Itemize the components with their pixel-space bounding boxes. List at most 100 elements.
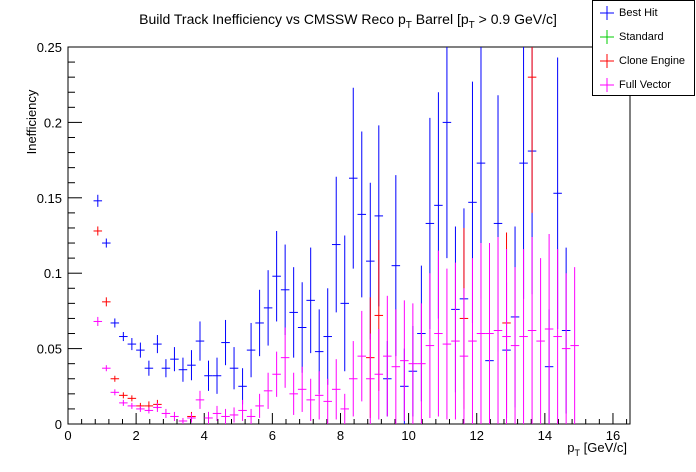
y-tick-label: 0.15 xyxy=(37,191,62,206)
series-best-hit xyxy=(93,47,571,424)
data-point xyxy=(187,413,196,423)
y-tick-label: 0.05 xyxy=(37,342,62,357)
data-point xyxy=(170,347,179,372)
data-point xyxy=(153,402,162,412)
data-point xyxy=(297,366,307,412)
series-clone-engine xyxy=(93,47,537,421)
data-point xyxy=(212,357,222,394)
y-tick-label: 0.1 xyxy=(44,266,62,281)
data-point xyxy=(323,378,332,424)
data-point xyxy=(527,237,537,424)
plot-frame xyxy=(67,46,631,425)
legend-label: Standard xyxy=(619,31,664,43)
data-point xyxy=(391,309,401,424)
data-point xyxy=(331,359,341,420)
data-point xyxy=(204,411,213,424)
data-point xyxy=(246,408,256,424)
series-full-vector xyxy=(93,233,579,424)
data-point xyxy=(502,249,511,424)
data-point xyxy=(161,359,171,378)
legend-marker-icon xyxy=(600,54,614,68)
data-point xyxy=(255,393,264,418)
data-point xyxy=(289,372,298,415)
legend-item-full-vector: Full Vector xyxy=(593,73,696,97)
legend-item-standard: Standard xyxy=(593,25,696,49)
data-point xyxy=(349,87,358,269)
data-point xyxy=(485,243,494,424)
data-point xyxy=(459,288,469,424)
x-tick-label: 2 xyxy=(133,428,140,443)
data-point xyxy=(374,328,384,420)
data-point xyxy=(434,250,443,417)
data-point xyxy=(93,226,103,236)
data-point xyxy=(110,389,120,396)
data-point xyxy=(519,249,528,424)
data-point xyxy=(136,342,145,358)
x-tick-label: 10 xyxy=(401,428,415,443)
legend-item-clone-engine: Clone Engine xyxy=(593,49,696,73)
data-point xyxy=(417,303,426,424)
data-point xyxy=(263,270,273,346)
legend-marker-icon xyxy=(600,30,614,44)
x-tick-label: 0 xyxy=(64,428,71,443)
data-point xyxy=(536,258,545,424)
data-point xyxy=(349,341,358,417)
legend-label: Full Vector xyxy=(619,79,671,91)
data-point xyxy=(553,249,562,424)
data-point xyxy=(229,347,239,390)
data-point xyxy=(561,273,571,424)
legend-marker-icon xyxy=(600,6,614,20)
data-point xyxy=(451,262,460,420)
data-point xyxy=(280,327,290,388)
data-point xyxy=(127,402,137,409)
data-point xyxy=(306,378,315,421)
data-point xyxy=(272,351,281,397)
data-point xyxy=(272,230,281,322)
x-tick-label: 8 xyxy=(337,428,344,443)
data-point xyxy=(187,350,196,381)
y-tick-label: 0.2 xyxy=(44,115,62,130)
data-point xyxy=(357,310,367,402)
data-point xyxy=(102,297,111,307)
data-point xyxy=(127,395,137,402)
data-point xyxy=(110,375,120,382)
x-tick-label: 16 xyxy=(606,428,620,443)
data-point xyxy=(238,368,247,405)
x-axis-label: pT [GeV/c] xyxy=(567,440,627,458)
data-point xyxy=(340,393,349,424)
chart-title: Build Track Inefficiency vs CMSSW Reco p… xyxy=(139,11,557,31)
x-tick-label: 4 xyxy=(201,428,208,443)
data-point xyxy=(178,417,188,424)
data-point xyxy=(510,267,520,424)
data-point xyxy=(204,360,213,391)
data-point xyxy=(468,258,477,424)
data-point xyxy=(93,194,103,207)
y-tick-label: 0 xyxy=(55,417,62,432)
legend-label: Clone Engine xyxy=(619,55,686,67)
data-point xyxy=(102,365,111,372)
data-point xyxy=(383,295,392,417)
y-tick-label: 0.25 xyxy=(37,40,62,55)
data-point xyxy=(161,408,171,418)
legend-label: Best Hit xyxy=(619,7,658,19)
data-point xyxy=(306,247,315,354)
data-point xyxy=(425,273,435,418)
data-point xyxy=(221,408,230,424)
data-point xyxy=(544,233,554,424)
data-point xyxy=(366,333,375,424)
data-point xyxy=(442,268,452,420)
data-point xyxy=(263,372,273,409)
data-point xyxy=(195,390,205,409)
data-point xyxy=(195,321,205,361)
data-point xyxy=(102,238,111,248)
data-point xyxy=(127,338,137,351)
data-point xyxy=(221,319,230,366)
legend: Best Hit Standard Clone Engine Full Vector xyxy=(592,0,695,96)
data-point xyxy=(289,267,298,358)
data-point xyxy=(314,371,324,420)
data-point xyxy=(144,407,154,414)
data-point xyxy=(280,244,290,336)
data-point xyxy=(110,318,120,328)
data-point xyxy=(357,131,367,298)
